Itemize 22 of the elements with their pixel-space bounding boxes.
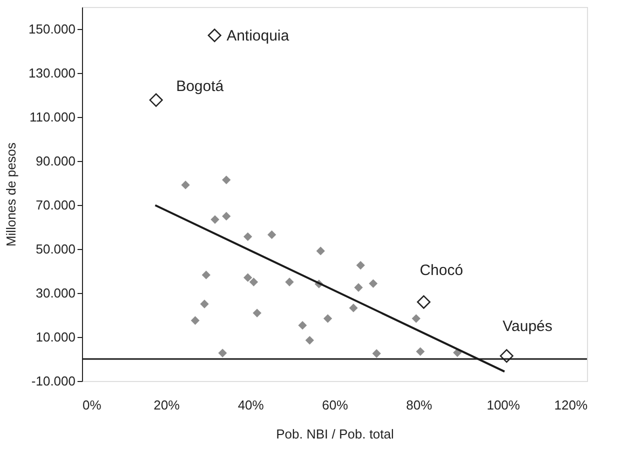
annotation: Bogotá	[176, 78, 224, 96]
annotation: Vaupés	[502, 318, 552, 335]
x-axis-title: Pob. NBI / Pob. total	[276, 426, 394, 442]
y-tick-label: 130.000	[28, 66, 76, 80]
x-tick-label: 0%	[82, 398, 102, 412]
y-tick-label: 150.000	[28, 22, 76, 36]
annotation: Chocó	[420, 262, 464, 280]
y-tick-label: 110.000	[29, 110, 76, 124]
y-axis-title: Millones de pesos	[4, 142, 19, 247]
y-tick-label: 70.000	[36, 198, 76, 212]
x-tick-label: 120%	[554, 398, 588, 412]
x-tick-label: 20%	[154, 398, 180, 412]
x-tick-label: 80%	[406, 398, 433, 412]
y-tick-label: 30.000	[36, 286, 76, 300]
y-tick-label: 50.000	[36, 242, 76, 256]
y-tick-label: 90.000	[36, 154, 76, 168]
x-tick-label: 60%	[322, 398, 348, 412]
x-tick-label: 100%	[486, 398, 520, 412]
annotation: Antioquia	[226, 27, 290, 44]
y-tick-label: 10.000	[36, 330, 76, 344]
y-tick-label: -10.000	[31, 374, 76, 388]
x-tick-label: 40%	[238, 398, 264, 412]
